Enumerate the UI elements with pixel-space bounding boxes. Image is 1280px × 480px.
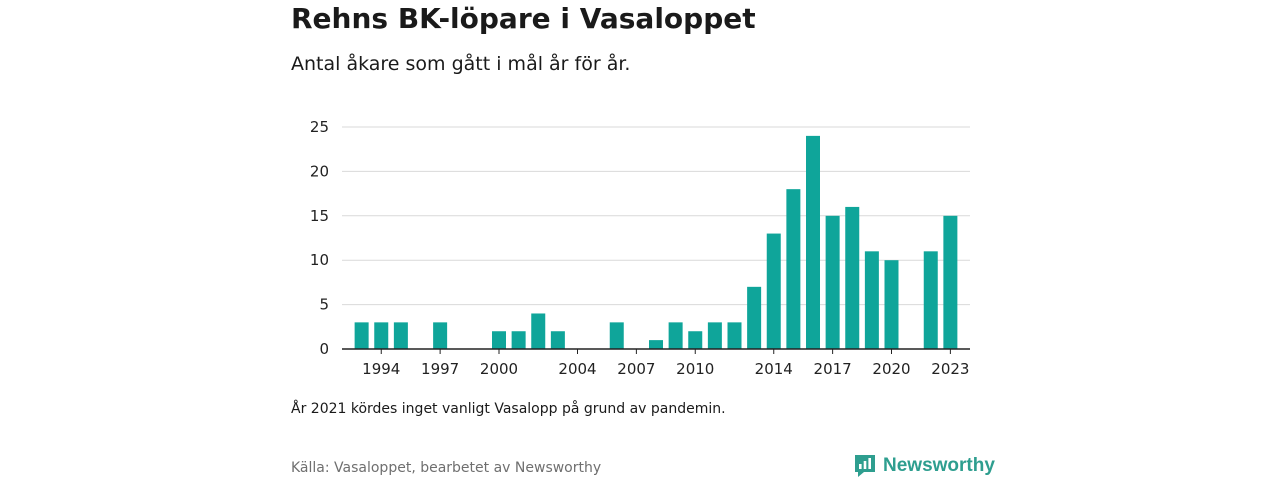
bar: [374, 322, 389, 349]
bar: [393, 322, 408, 349]
bar: [433, 322, 448, 349]
bar: [688, 331, 703, 349]
bar: [786, 189, 801, 349]
bar: [943, 215, 958, 349]
bar: [492, 331, 506, 349]
chart-title: Rehns BK-löpare i Vasaloppet: [291, 2, 756, 35]
bar: [550, 331, 565, 349]
brand-name: Newsworthy: [883, 455, 995, 476]
bar: [649, 340, 663, 349]
y-tick-label: 10: [310, 251, 329, 269]
bar: [668, 322, 683, 349]
y-tick-label: 15: [310, 207, 329, 225]
x-tick-label: 2014: [755, 360, 793, 378]
x-tick-label: 2017: [814, 360, 852, 378]
bar: [747, 286, 762, 349]
bar: [531, 313, 546, 349]
bar: [707, 322, 722, 349]
y-tick-label: 0: [319, 340, 329, 358]
x-tick-label: 2004: [558, 360, 596, 378]
source-credit: Källa: Vasaloppet, bearbetet av Newswort…: [291, 460, 602, 476]
y-tick-label: 20: [310, 162, 329, 180]
bar: [864, 251, 879, 349]
y-tick-label: 5: [319, 296, 329, 314]
chart-note: År 2021 kördes inget vanligt Vasalopp på…: [291, 401, 726, 417]
x-tick-label: 2007: [617, 360, 655, 378]
x-tick-label: 2020: [872, 360, 910, 378]
x-tick-label: 2010: [676, 360, 714, 378]
y-tick-label: 25: [310, 118, 329, 136]
chart-subtitle: Antal åkare som gått i mål år för år.: [291, 53, 631, 75]
bar: [884, 260, 899, 349]
bar: [766, 233, 781, 349]
x-tick-label: 1994: [362, 360, 400, 378]
bar: [511, 331, 526, 349]
bar: [609, 322, 624, 349]
bar: [727, 322, 742, 349]
newsworthy-brand: Newsworthy: [853, 453, 995, 479]
bar: [354, 322, 369, 349]
x-tick-label: 2000: [480, 360, 518, 378]
bar: [806, 135, 820, 349]
bar: [923, 251, 938, 349]
bar: [845, 206, 860, 349]
x-tick-label: 1997: [421, 360, 459, 378]
x-tick-label: 2023: [931, 360, 969, 378]
bar: [825, 215, 840, 349]
newsworthy-logo-icon: [855, 455, 875, 477]
